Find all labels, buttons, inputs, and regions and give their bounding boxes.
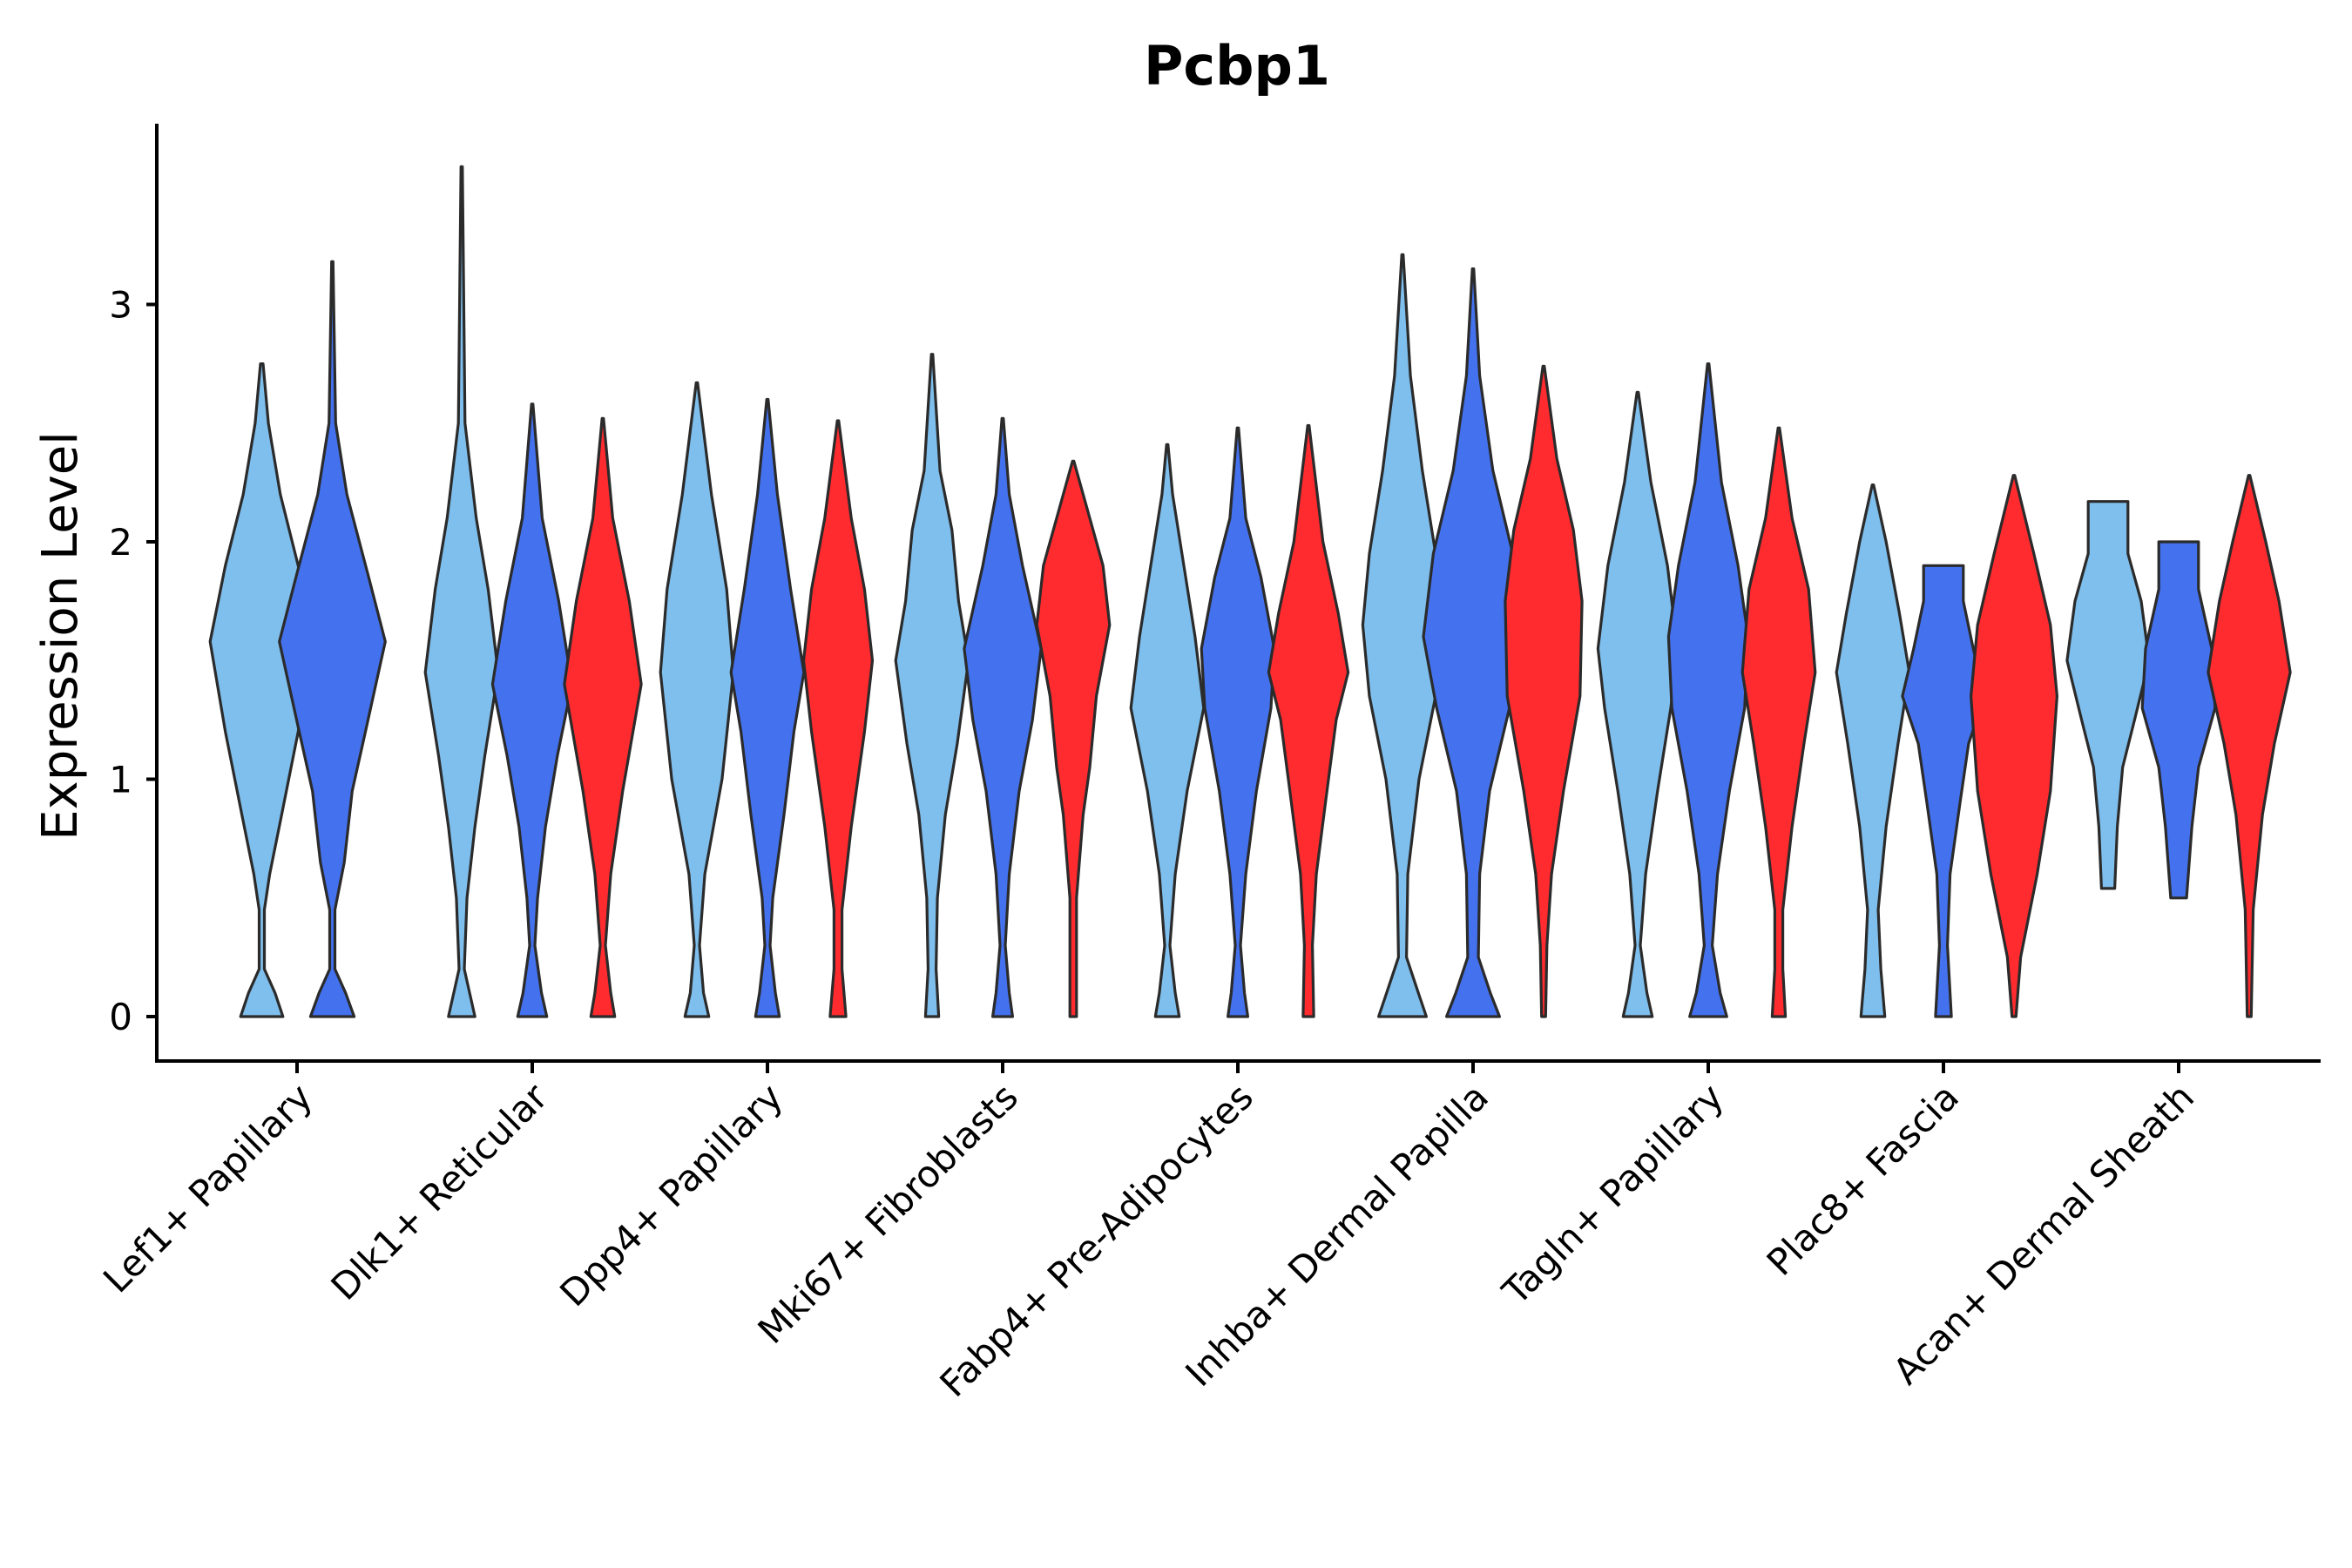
x-tick-label: Dpp4+ Papillary xyxy=(551,1075,791,1315)
y-tick-label: 2 xyxy=(109,521,132,564)
violin-6-1 xyxy=(1666,362,1750,1018)
violin-1-0 xyxy=(423,165,500,1018)
violin-7-1 xyxy=(1901,564,1986,1018)
violin-3-2 xyxy=(1035,459,1112,1018)
y-ticks: 0 1 2 3 xyxy=(109,284,157,1038)
violin-2-0 xyxy=(659,381,735,1018)
violin-5-2 xyxy=(1504,364,1584,1018)
violin-8-0 xyxy=(2065,500,2151,890)
violin-2-2 xyxy=(801,419,875,1018)
violin-7-0 xyxy=(1835,483,1911,1018)
violin-8-1 xyxy=(2140,540,2217,900)
violin-3-0 xyxy=(894,353,970,1018)
violin-0-0 xyxy=(208,362,315,1018)
x-tick-label: Mki67+ Fibroblasts xyxy=(750,1075,1026,1351)
x-tick-label: Dlk1+ Reticular xyxy=(323,1075,557,1308)
violin-7-2 xyxy=(1970,474,2058,1018)
chart-title: Pcbp1 xyxy=(1144,34,1330,98)
violin-4-1 xyxy=(1200,426,1276,1018)
violin-4-2 xyxy=(1267,423,1350,1018)
violin-4-0 xyxy=(1129,443,1206,1018)
x-tick-label: Tagln+ Papillary xyxy=(1494,1075,1732,1313)
violin-3-1 xyxy=(963,416,1043,1018)
violin-6-0 xyxy=(1596,390,1680,1018)
y-axis-label: Expression Level xyxy=(32,431,89,841)
violin-2-1 xyxy=(729,397,806,1018)
violin-8-2 xyxy=(2207,474,2292,1018)
violin-1-2 xyxy=(563,416,643,1018)
x-tick-label: Plac8+ Fascia xyxy=(1759,1075,1967,1283)
violin-1-1 xyxy=(490,402,574,1018)
violin-5-1 xyxy=(1422,267,1524,1018)
violin-layer xyxy=(208,165,2292,1018)
violin-6-2 xyxy=(1740,426,1817,1018)
y-tick-label: 3 xyxy=(109,284,132,327)
violin-5-0 xyxy=(1361,253,1444,1018)
y-tick-label: 0 xyxy=(109,996,132,1038)
violin-0-1 xyxy=(278,260,387,1018)
x-tick-label: Lef1+ Papillary xyxy=(95,1075,321,1301)
y-tick-label: 1 xyxy=(109,759,132,801)
